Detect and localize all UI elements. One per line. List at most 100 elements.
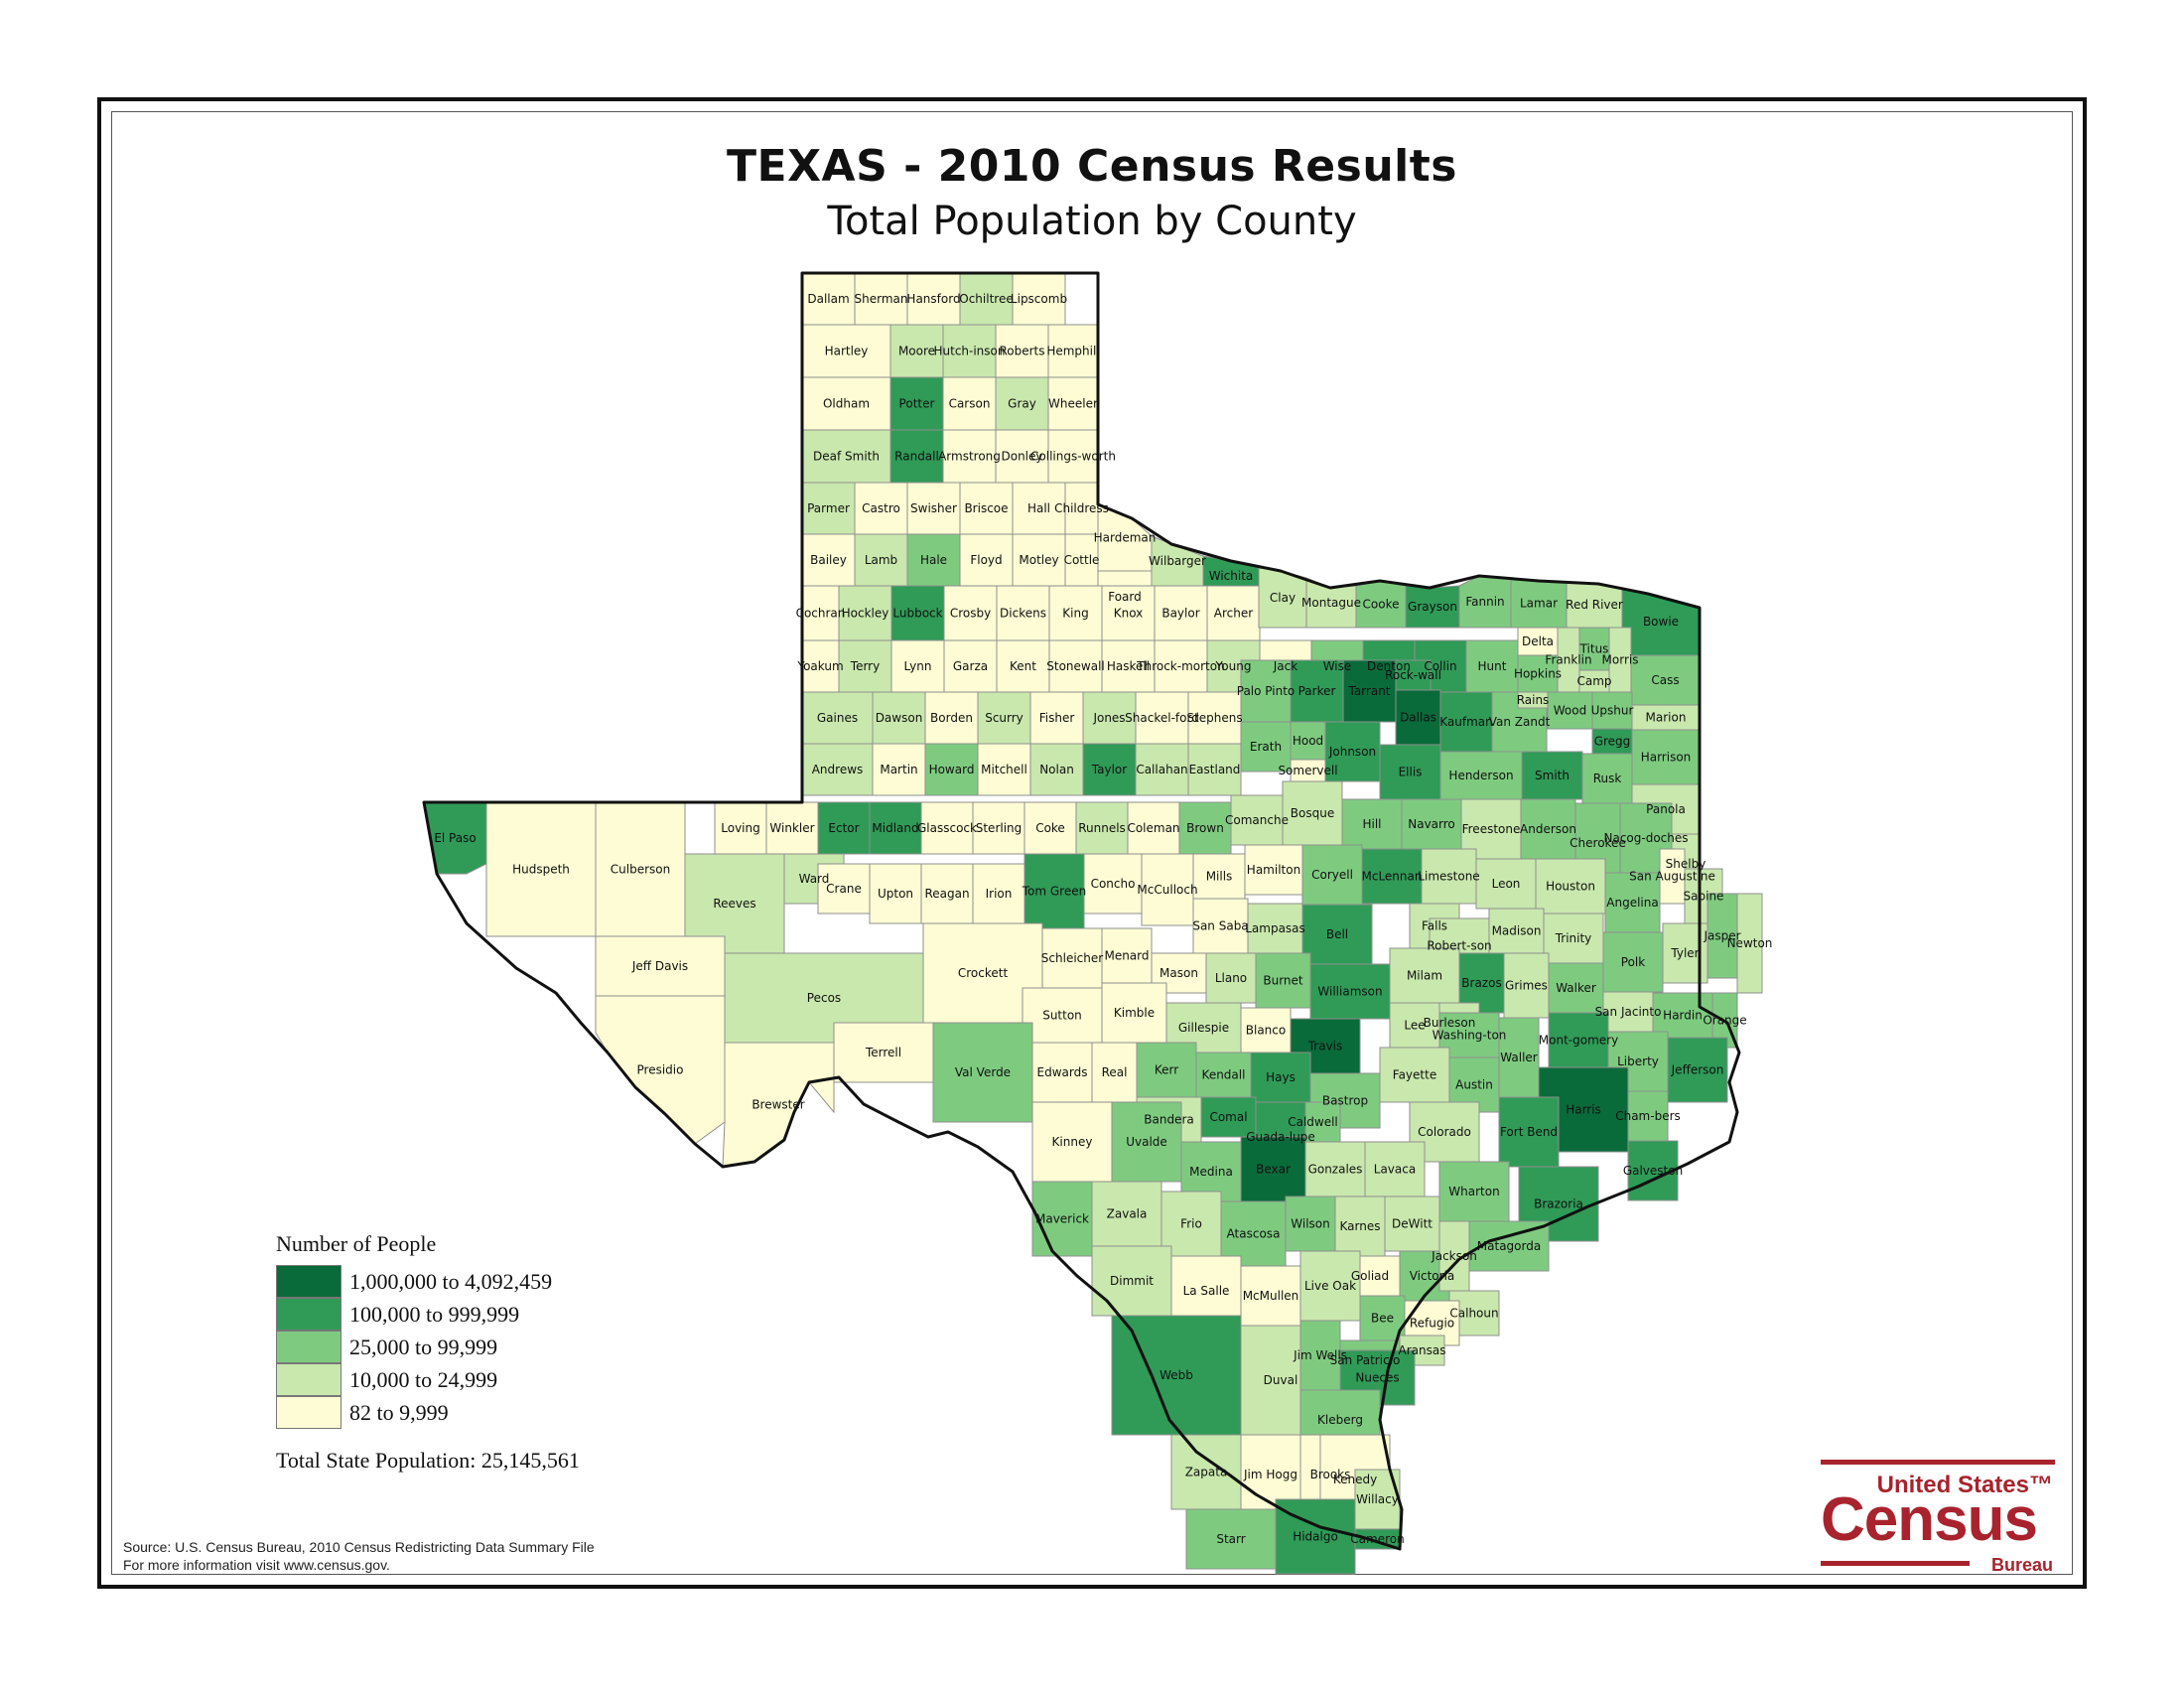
county-label: Parker <box>1298 684 1336 698</box>
county-label: Hansford <box>906 292 960 306</box>
county-label: Lamb <box>865 553 897 567</box>
county-label: Bosque <box>1291 806 1334 820</box>
county-label: Dickens <box>1000 607 1046 621</box>
county-label: Medina <box>1189 1165 1233 1179</box>
county-label: Hidalgo <box>1293 1530 1338 1544</box>
county-label: Polk <box>1621 955 1645 969</box>
county-label: Limestone <box>1418 870 1479 884</box>
county-label: Fisher <box>1039 711 1075 725</box>
county-label: Nueces <box>1355 1371 1399 1385</box>
legend-swatch <box>276 1265 341 1298</box>
county-label: Kimble <box>1114 1006 1155 1020</box>
county-label: Carson <box>949 397 991 411</box>
county-label: Rains <box>1517 693 1550 707</box>
county-label: Fannin <box>1465 595 1504 609</box>
county-label: Burnet <box>1263 974 1303 988</box>
county-label: Bandera <box>1144 1113 1193 1127</box>
county-label: Dawson <box>876 711 923 725</box>
county-label: McMullen <box>1243 1289 1299 1303</box>
legend-label: 25,000 to 99,999 <box>349 1334 498 1359</box>
logo-bureau: Bureau <box>1990 1555 2053 1575</box>
county-label: Dimmit <box>1110 1274 1154 1288</box>
county-label: Jasper <box>1703 929 1740 943</box>
county-label: Calhoun <box>1449 1307 1498 1321</box>
county-label: Liberty <box>1617 1055 1659 1068</box>
county-label: Coleman <box>1127 821 1179 835</box>
county-label: King <box>1062 607 1088 621</box>
county-label: Upshur <box>1591 704 1634 718</box>
county-label: Montague <box>1301 596 1361 610</box>
legend-swatch <box>276 1363 341 1396</box>
county-label: Marion <box>1646 711 1687 725</box>
county-label: Maverick <box>1035 1212 1089 1226</box>
county-label: Somervell <box>1278 764 1337 777</box>
county-label: Coryell <box>1311 868 1353 882</box>
legend-rows: 1,000,000 to 4,092,459 100,000 to 999,999… <box>276 1265 552 1429</box>
county-label: Hamilton <box>1247 863 1300 877</box>
county-label: Kinney <box>1052 1135 1093 1149</box>
county-label: Washing-ton <box>1433 1029 1507 1043</box>
county-label: Schleicher <box>1041 951 1103 965</box>
county-label: Bowie <box>1643 615 1679 629</box>
county-label: Erath <box>1250 740 1282 754</box>
county-label: Wichita <box>1209 569 1254 583</box>
county-label: Runnels <box>1078 821 1126 835</box>
county-label: Caldwell <box>1288 1115 1338 1129</box>
county-rock-wall <box>1395 659 1432 691</box>
county-label: McLennan <box>1362 870 1423 884</box>
county-label: Shackel-ford <box>1125 711 1199 725</box>
county-label: Red River <box>1566 598 1623 612</box>
county-label: DeWitt <box>1392 1217 1433 1231</box>
county-label: Castro <box>862 501 900 515</box>
legend-row: 100,000 to 999,999 <box>276 1298 552 1331</box>
county-label: Sabine <box>1684 890 1724 904</box>
county-label: Archer <box>1214 607 1253 621</box>
county-label: Hunt <box>1478 659 1507 673</box>
county-label: San Saba <box>1192 919 1248 933</box>
county-label: Crane <box>826 882 862 896</box>
county-label: Mason <box>1160 966 1198 980</box>
county-label: Brewster <box>751 1098 804 1112</box>
county-label: Leon <box>1492 877 1521 891</box>
county-label: Coke <box>1035 821 1065 835</box>
county-label: Johnson <box>1328 745 1376 759</box>
county-label: Victoria <box>1410 1269 1455 1283</box>
county-label: Dallam <box>807 292 849 306</box>
county-label: Henderson <box>1448 769 1513 782</box>
county-label: Cochran <box>796 607 846 621</box>
county-label: Mont-gomery <box>1539 1034 1618 1048</box>
county-label: Gaines <box>817 711 858 725</box>
county-label: Titus <box>1579 642 1609 656</box>
county-label: Garza <box>953 659 988 673</box>
county-tyler <box>1662 922 1708 984</box>
total-state-population: Total State Population: 25,145,561 <box>276 1448 580 1473</box>
county-label: Blanco <box>1246 1024 1286 1038</box>
county-label: Walker <box>1556 981 1596 995</box>
county-label: Karnes <box>1340 1219 1381 1233</box>
county-label: Gray <box>1008 397 1036 411</box>
county-label: Borden <box>930 711 973 725</box>
county-label: Callahan <box>1136 763 1187 776</box>
county-label: Edwards <box>1037 1065 1088 1079</box>
county-label: Wheeler <box>1048 397 1098 411</box>
county-label: Nacog-doches <box>1603 831 1688 845</box>
county-label: Newton <box>1727 936 1773 950</box>
county-label: Lee <box>1404 1019 1425 1033</box>
county-label: Cooke <box>1363 598 1400 612</box>
legend-label: 10,000 to 24,999 <box>349 1366 498 1392</box>
county-label: Live Oak <box>1304 1279 1356 1293</box>
county-label: Young <box>1215 659 1252 673</box>
county-label: Tarrant <box>1347 684 1390 698</box>
county-label: Upton <box>878 887 913 901</box>
county-label: Jones <box>1092 711 1125 725</box>
county-label: Baylor <box>1161 607 1199 621</box>
census-bureau-logo: United States™ Census Bureau <box>1821 1460 2059 1575</box>
county-label: Lipscomb <box>1011 292 1067 306</box>
county-label: Guada-lupe <box>1246 1130 1315 1144</box>
county-jefferson <box>1667 1037 1728 1103</box>
county-label: Culberson <box>611 863 670 877</box>
county-label: Irion <box>986 887 1013 901</box>
county-label: Atascosa <box>1227 1227 1281 1241</box>
county-label: Comanche <box>1225 813 1289 827</box>
county-label: Aransas <box>1399 1343 1446 1357</box>
